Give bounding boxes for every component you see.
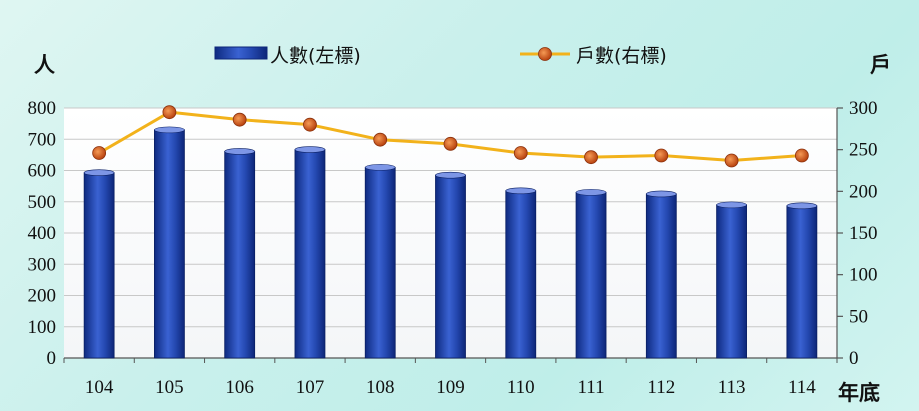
line-point <box>162 105 177 120</box>
left-tick-label: 400 <box>28 223 57 244</box>
right-tick-label: 100 <box>849 265 878 286</box>
left-tick-label: 800 <box>28 98 57 119</box>
bar-series <box>83 126 818 359</box>
x-tick-label: 111 <box>577 377 604 398</box>
legend-bar-swatch <box>214 46 268 60</box>
right-tick-label: 300 <box>849 98 878 119</box>
bar <box>154 129 185 359</box>
bar-top <box>83 169 115 176</box>
x-tick-label: 109 <box>436 377 465 398</box>
line-point <box>724 153 739 168</box>
line-point <box>794 148 809 163</box>
bar <box>435 174 466 359</box>
x-axis-title: 年底 <box>838 380 880 405</box>
left-tick-label: 500 <box>28 192 57 213</box>
right-tick-label: 150 <box>849 223 878 244</box>
left-tick-label: 200 <box>28 286 57 307</box>
line-point <box>513 146 528 160</box>
right-tick-label: 250 <box>849 140 878 161</box>
line-point <box>92 146 107 160</box>
x-tick-label: 108 <box>366 377 395 398</box>
x-tick-label: 113 <box>718 377 746 398</box>
legend-bar-label: 人數(左標) <box>270 45 361 67</box>
bar-top <box>294 146 326 153</box>
x-tick-label: 104 <box>85 377 114 398</box>
left-tick-label: 0 <box>47 348 57 369</box>
bar-top <box>154 126 185 134</box>
legend-line-label: 戶數(右標) <box>576 45 667 67</box>
line-point <box>232 112 247 127</box>
line-point <box>584 150 598 165</box>
bar <box>364 166 396 359</box>
right-tick-label: 200 <box>849 181 878 202</box>
x-tick-label: 110 <box>507 377 535 398</box>
right-axis-title: 戶 <box>870 52 891 77</box>
bar <box>224 151 256 359</box>
left-axis-ticks: 0 100 200 300 400 500 600 700 800 <box>28 98 57 369</box>
bar-top <box>224 148 255 155</box>
line-point <box>443 136 458 151</box>
x-tick-label: 106 <box>225 377 254 398</box>
x-tick-label: 105 <box>155 377 184 398</box>
left-tick-label: 100 <box>28 317 57 338</box>
right-tick-label: 0 <box>849 348 859 369</box>
right-axis-ticks: 0 50 100 150 200 250 300 <box>849 98 878 369</box>
line-series <box>92 105 809 168</box>
bar <box>716 204 747 359</box>
line-point <box>654 148 669 163</box>
bar-top <box>786 202 818 210</box>
line-point <box>373 132 388 147</box>
line-point <box>303 117 317 132</box>
legend: 人數(左標) 戶數(右標) <box>214 45 667 67</box>
left-axis-title: 人 <box>34 52 55 77</box>
x-tick-label: 107 <box>296 377 325 398</box>
right-tick-label: 50 <box>849 306 868 327</box>
left-tick-label: 700 <box>28 129 57 150</box>
bar-top <box>435 171 466 179</box>
bar <box>83 172 115 359</box>
bar <box>645 193 677 359</box>
bar <box>575 191 607 359</box>
bar-top <box>646 190 677 198</box>
bar-top <box>575 189 607 196</box>
bar <box>505 190 537 359</box>
bar <box>294 149 326 359</box>
x-tick-label: 112 <box>647 377 675 398</box>
x-axis-ticks: 104 105 106 107 108 109 110 111 112 113 114 <box>85 377 816 398</box>
left-tick-label: 300 <box>28 254 57 275</box>
bar-top <box>364 164 396 171</box>
x-tick-label: 114 <box>788 377 816 398</box>
legend-line-marker <box>538 47 552 61</box>
bar <box>786 205 818 359</box>
bar-top <box>716 201 747 209</box>
bar-top <box>505 187 537 195</box>
left-tick-label: 600 <box>28 161 57 182</box>
